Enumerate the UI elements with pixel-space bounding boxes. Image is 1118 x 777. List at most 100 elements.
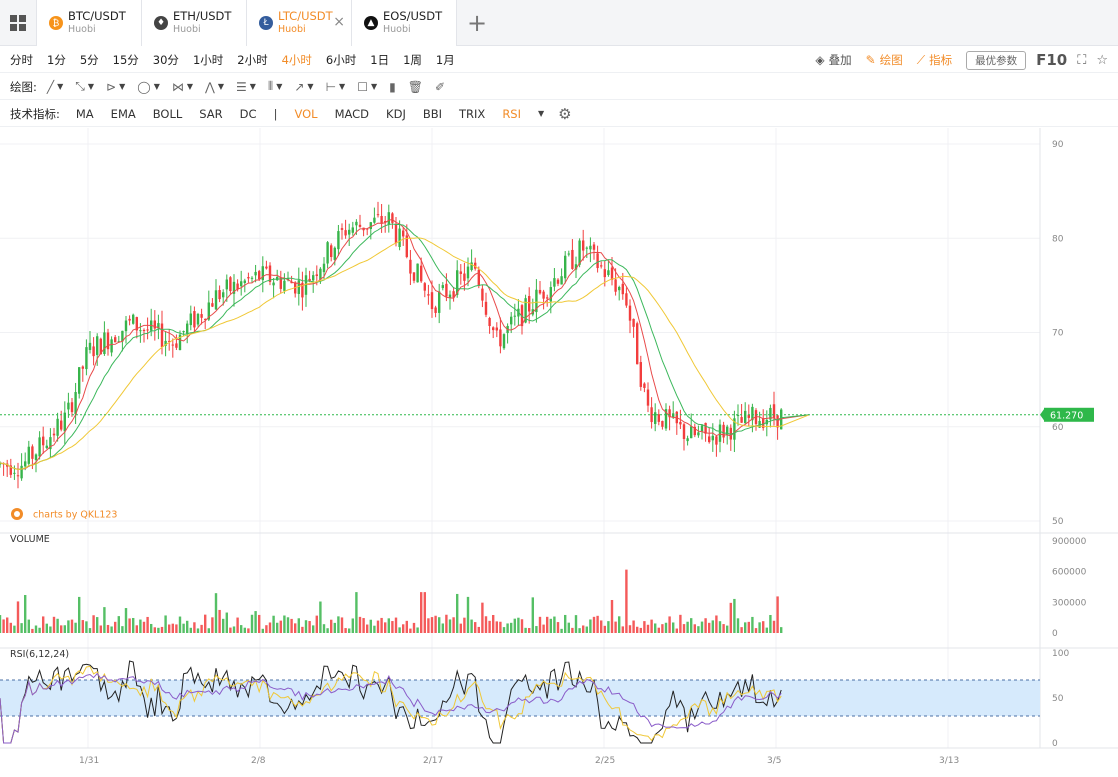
volume-bar bbox=[445, 614, 448, 633]
comment-tool-icon[interactable]: ☐ ▼ bbox=[357, 79, 378, 94]
volume-bar bbox=[222, 618, 225, 633]
indicator-trix[interactable]: TRIX bbox=[459, 106, 486, 121]
candle-body bbox=[308, 278, 311, 282]
period-30分[interactable]: 30分 bbox=[152, 52, 179, 67]
volume-bar bbox=[124, 608, 128, 633]
candle-body bbox=[175, 343, 178, 348]
volume-bar bbox=[301, 626, 304, 633]
overlay-button[interactable]: ◈ 叠加 bbox=[815, 52, 851, 68]
rsi-12-line bbox=[0, 665, 782, 744]
close-tab-icon[interactable]: × bbox=[333, 14, 345, 30]
gear-icon[interactable]: ⚙ bbox=[558, 104, 572, 123]
grid-tool-icon[interactable]: ⦀ ▼ bbox=[267, 79, 283, 93]
tab-eth-usdt[interactable]: ♦ ETH/USDT Huobi bbox=[142, 0, 247, 46]
volume-bar bbox=[546, 616, 549, 633]
candle-body bbox=[492, 327, 495, 331]
candle-body bbox=[254, 271, 257, 276]
period-2小时[interactable]: 2小时 bbox=[237, 52, 268, 67]
volume-bar bbox=[182, 623, 185, 633]
line-tool-icon[interactable]: ╱ ▼ bbox=[46, 79, 64, 94]
indicator-ma[interactable]: MA bbox=[75, 106, 94, 121]
drawing-toolbar: 绘图: ╱ ▼ ⤡ ▼ ⊳ ▼ ◯ ▼ ⋈ ▼ ⋀ ▼ ☰ ▼ ⦀ ▼ ↗ ▼ ⊢ ▼ ☐ ▼ ▮ 🗑 ✐ bbox=[0, 74, 1118, 100]
volume-title: VOLUME bbox=[10, 534, 50, 545]
period-1小时[interactable]: 1小时 bbox=[192, 52, 224, 67]
candle-body bbox=[9, 465, 12, 475]
indicator-button[interactable]: ⟋ 指标 bbox=[917, 52, 952, 68]
indicator-bbi[interactable]: BBI bbox=[422, 106, 443, 121]
indicator-sar[interactable]: SAR bbox=[199, 106, 223, 121]
period-分时[interactable]: 分时 bbox=[10, 52, 33, 67]
tab-btc-usdt[interactable]: ₿ BTC/USDT Huobi bbox=[37, 0, 142, 46]
volume-bar bbox=[470, 619, 473, 633]
volume-bar bbox=[236, 617, 239, 633]
period-5分[interactable]: 5分 bbox=[79, 52, 99, 67]
volume-bar bbox=[682, 624, 686, 633]
period-6小时[interactable]: 6小时 bbox=[325, 52, 357, 67]
channel-tool-icon[interactable]: ⊳ ▼ bbox=[106, 79, 126, 94]
pattern-tool-icon[interactable]: ⋀ ▼ bbox=[205, 79, 224, 94]
candle-body bbox=[571, 249, 574, 269]
volume-bar bbox=[279, 620, 282, 633]
volume-bar bbox=[585, 626, 588, 633]
candle-body bbox=[290, 281, 293, 284]
period-4小时[interactable]: 4小时 bbox=[281, 52, 312, 67]
levels-tool-icon[interactable]: ☰ ▼ bbox=[236, 79, 256, 94]
volume-bar bbox=[340, 617, 344, 633]
brush-icon[interactable]: ✐ bbox=[434, 79, 446, 94]
period-1周[interactable]: 1周 bbox=[403, 52, 422, 67]
add-tab-button[interactable]: + bbox=[466, 9, 488, 37]
volume-bar bbox=[747, 621, 750, 633]
volume-bar bbox=[412, 622, 416, 633]
indicator-vol[interactable]: VOL bbox=[294, 106, 318, 121]
arrow-tool-icon[interactable]: ↗ ▼ bbox=[294, 79, 314, 94]
volume-bar bbox=[632, 620, 635, 633]
f10-button[interactable]: F10 bbox=[1036, 51, 1068, 69]
volume-bar bbox=[751, 616, 754, 633]
indicator-rsi[interactable]: RSI bbox=[502, 106, 521, 121]
tab-ltc-usdt[interactable]: Ł LTC/USDT Huobi × bbox=[247, 0, 352, 46]
volume-bar bbox=[423, 592, 426, 633]
tab-eos-usdt[interactable]: ▲ EOS/USDT Huobi bbox=[352, 0, 457, 46]
volume-bar bbox=[394, 617, 398, 633]
candle-body bbox=[276, 276, 279, 281]
shape-tool-icon[interactable]: ◯ ▼ bbox=[137, 79, 160, 94]
volume-bar bbox=[308, 621, 311, 633]
indicator-ema[interactable]: EMA bbox=[110, 106, 136, 121]
grid-menu-button[interactable] bbox=[0, 0, 37, 46]
volume-bar bbox=[657, 627, 660, 633]
trash-icon[interactable]: 🗑 bbox=[407, 79, 423, 94]
fib-tool-icon[interactable]: ⋈ ▼ bbox=[171, 79, 193, 94]
draw-button[interactable]: ✎ 绘图 bbox=[866, 52, 903, 68]
candle-body bbox=[0, 462, 2, 465]
period-1分[interactable]: 1分 bbox=[47, 52, 66, 67]
period-15分[interactable]: 15分 bbox=[112, 52, 139, 67]
candle-body bbox=[697, 432, 700, 436]
candle-body bbox=[646, 389, 650, 406]
candle-body bbox=[52, 433, 56, 436]
price-chart[interactable]: 90 80 70 60 50 61.270 charts by QKL123 VOLUME 90… bbox=[0, 128, 1118, 777]
fullscreen-icon[interactable]: ⛶ bbox=[1077, 52, 1087, 68]
candle-body bbox=[639, 362, 642, 387]
favorite-star-icon[interactable]: ☆ bbox=[1096, 52, 1108, 68]
measure-tool-icon[interactable]: ⊢ ▼ bbox=[325, 79, 346, 94]
volume-bar bbox=[139, 619, 142, 633]
candle-body bbox=[528, 296, 531, 312]
volume-bar bbox=[661, 624, 664, 633]
ray-tool-icon[interactable]: ⤡ ▼ bbox=[75, 79, 95, 93]
indicator-more-dropdown[interactable]: ▼ bbox=[538, 109, 545, 118]
indicator-dc[interactable]: DC bbox=[239, 106, 257, 121]
candle-body bbox=[740, 417, 743, 423]
volume-bar bbox=[214, 593, 218, 633]
period-1日[interactable]: 1日 bbox=[370, 52, 390, 67]
indicator-boll[interactable]: BOLL bbox=[152, 106, 183, 121]
bar-pattern-icon[interactable]: ▮ bbox=[389, 79, 396, 94]
rsi-title: RSI(6,12,24) bbox=[10, 649, 69, 660]
date-axis-label: 1/31 bbox=[79, 756, 99, 766]
indicator-kdj[interactable]: KDJ bbox=[386, 106, 406, 121]
period-1月[interactable]: 1月 bbox=[435, 52, 455, 67]
indicator-macd[interactable]: MACD bbox=[334, 106, 370, 121]
candle-body bbox=[488, 318, 491, 327]
volume-bar bbox=[200, 624, 203, 633]
volume-bar bbox=[366, 624, 369, 633]
best-params-button[interactable]: 最优参数 bbox=[966, 50, 1027, 70]
